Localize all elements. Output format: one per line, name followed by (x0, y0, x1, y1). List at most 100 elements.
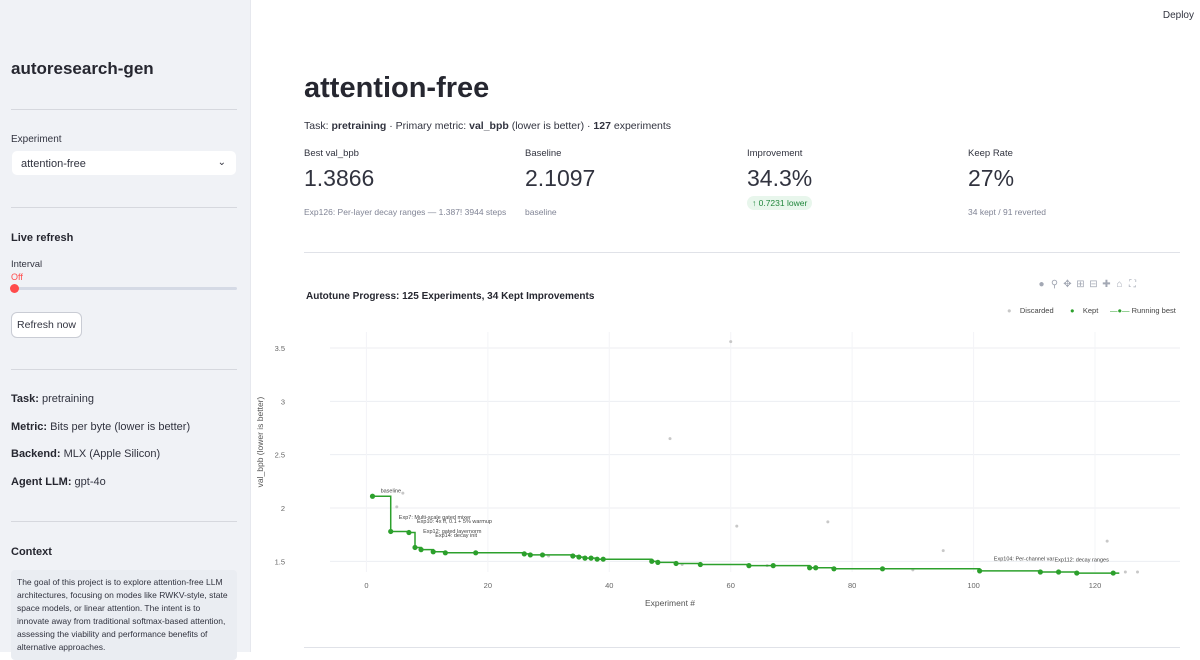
discarded-point (1123, 570, 1127, 574)
metric-delta-badge: ↑ 0.7231 lower (747, 196, 813, 210)
sidebar-divider (11, 369, 237, 370)
kept-points (369, 493, 1116, 576)
metric-value: 1.3866 (304, 165, 375, 191)
discarded-point (668, 437, 672, 441)
legend-running-best[interactable]: —●— Running best (1110, 306, 1176, 315)
y-tick-label: 3.5 (275, 344, 285, 353)
kept-point (473, 550, 479, 556)
chevron-down-icon: ⌄ (217, 157, 226, 168)
x-tick-label: 120 (1089, 581, 1102, 590)
autoscale-icon[interactable]: ✚ (1102, 279, 1115, 290)
kept-point (1074, 570, 1080, 576)
task-label: Task: (11, 393, 39, 405)
subtitle-task: pretraining (331, 120, 387, 132)
kept-point (1110, 570, 1116, 576)
y-axis-label: val_bpb (lower is better) (255, 396, 265, 487)
kept-point (521, 551, 527, 557)
chart-annotation: Exp12: gated layernorm (423, 529, 482, 535)
zoom-in-icon[interactable]: ⊞ (1076, 279, 1089, 290)
chart-annotation: Exp104: Per-channel var (994, 557, 1055, 563)
chart-annotation: Exp10: 4x ff, 0.1 + 5% warmup (417, 519, 492, 525)
backend-info: Backend: MLX (Apple Silicon) (11, 448, 160, 460)
metric-label: Metric: (11, 421, 48, 433)
subtitle-metric-prefix: · Primary metric: (386, 120, 470, 132)
x-tick-label: 80 (848, 581, 856, 590)
kept-point (388, 528, 394, 535)
kept-point (697, 561, 703, 568)
subtitle-count: 127 (593, 120, 611, 132)
discarded-point (395, 505, 399, 509)
kept-point (746, 563, 752, 569)
sidebar-divider (11, 207, 237, 208)
metric-best-val-bpb: Best val_bpb 1.3866 Exp126: Per-layer de… (304, 148, 506, 217)
kept-point (588, 555, 594, 561)
metric-sub: 34 kept / 91 reverted (968, 207, 1046, 217)
kept-point (582, 555, 588, 561)
subtitle-count-suffix: experiments (610, 120, 672, 132)
metric-keep-rate: Keep Rate 27% 34 kept / 91 reverted (968, 148, 1046, 217)
subtitle-metric-suffix: (lower is better) · (508, 120, 594, 132)
section-divider (304, 647, 1180, 648)
kept-point (576, 554, 582, 560)
kept-point (879, 566, 886, 572)
kept-point (770, 563, 776, 569)
chart-annotation: Exp14: decay init (435, 533, 477, 539)
y-tick-label: 2 (281, 504, 285, 513)
backend-value: MLX (Apple Silicon) (63, 448, 161, 460)
camera-icon[interactable]: ● (1038, 279, 1049, 290)
discarded-point (826, 520, 830, 524)
metric-value: Bits per byte (lower is better) (50, 421, 191, 433)
legend-label: Discarded (1019, 306, 1054, 315)
metric-baseline: Baseline 2.1097 baseline (525, 148, 595, 217)
legend-kept[interactable]: ● Kept (1070, 306, 1098, 315)
deploy-button[interactable]: Deploy (1162, 10, 1194, 21)
legend-discarded[interactable]: ● Discarded (1007, 306, 1054, 315)
subtitle-metric: val_bpb (469, 120, 509, 132)
kept-point (673, 560, 679, 567)
x-tick-label: 0 (364, 581, 368, 590)
x-axis-label: Experiment # (645, 598, 695, 608)
discarded-point (401, 491, 405, 495)
kept-point (442, 550, 448, 556)
home-icon[interactable]: ⌂ (1116, 279, 1127, 290)
section-divider (304, 252, 1180, 253)
zoom-out-icon[interactable]: ⊟ (1089, 279, 1102, 290)
y-tick-label: 1.5 (275, 557, 285, 566)
kept-point (418, 547, 424, 553)
discarded-point (729, 340, 733, 344)
chart-ticks: 1.5 2 2.5 3 3.5 0 20 40 60 80 100 120 (275, 344, 1102, 590)
fullscreen-icon[interactable]: ⛶ (1129, 279, 1140, 290)
x-tick-label: 60 (727, 581, 735, 590)
live-refresh-heading: Live refresh (11, 232, 74, 244)
chart-annotation: Exp112: decay ranges (1055, 558, 1110, 564)
experiment-label: Experiment (11, 134, 62, 145)
interval-slider-thumb[interactable] (10, 284, 19, 293)
refresh-now-button[interactable]: Refresh now (11, 312, 82, 338)
x-tick-label: 40 (605, 581, 613, 590)
discarded-point (1105, 539, 1109, 543)
agent-info: Agent LLM: gpt-4o (11, 476, 106, 488)
discarded-point (941, 549, 945, 553)
kept-point (570, 553, 576, 559)
kept-point (813, 565, 819, 571)
experiment-select[interactable]: attention-free ⌄ (11, 150, 237, 176)
task-info: Task: pretraining (11, 393, 94, 405)
kept-point (1037, 569, 1043, 575)
zoom-icon[interactable]: ⚲ (1050, 279, 1063, 290)
pan-icon[interactable]: ✥ (1063, 279, 1076, 290)
kept-point (430, 549, 436, 555)
chart-svg[interactable]: 1.5 2 2.5 3 3.5 0 20 40 60 80 100 120 baseline Exp7:… (251, 312, 1200, 652)
legend-line-running-best: —●— (1110, 306, 1130, 315)
interval-slider-track[interactable] (14, 287, 237, 290)
sidebar: autoresearch-gen Experiment attention-fr… (0, 0, 251, 660)
chart-toolbar: ● ⚲✥⊞⊟✚ ⌂ ⛶ (1037, 279, 1141, 290)
agent-label: Agent LLM: (11, 476, 72, 488)
kept-point (807, 565, 813, 571)
kept-point (649, 558, 655, 564)
chart-grid (330, 332, 1180, 572)
subtitle-task-prefix: Task: (304, 120, 332, 132)
context-text: The goal of this project is to explore a… (11, 570, 237, 660)
legend-label: Kept (1082, 306, 1099, 315)
legend-label: Running best (1131, 306, 1176, 315)
